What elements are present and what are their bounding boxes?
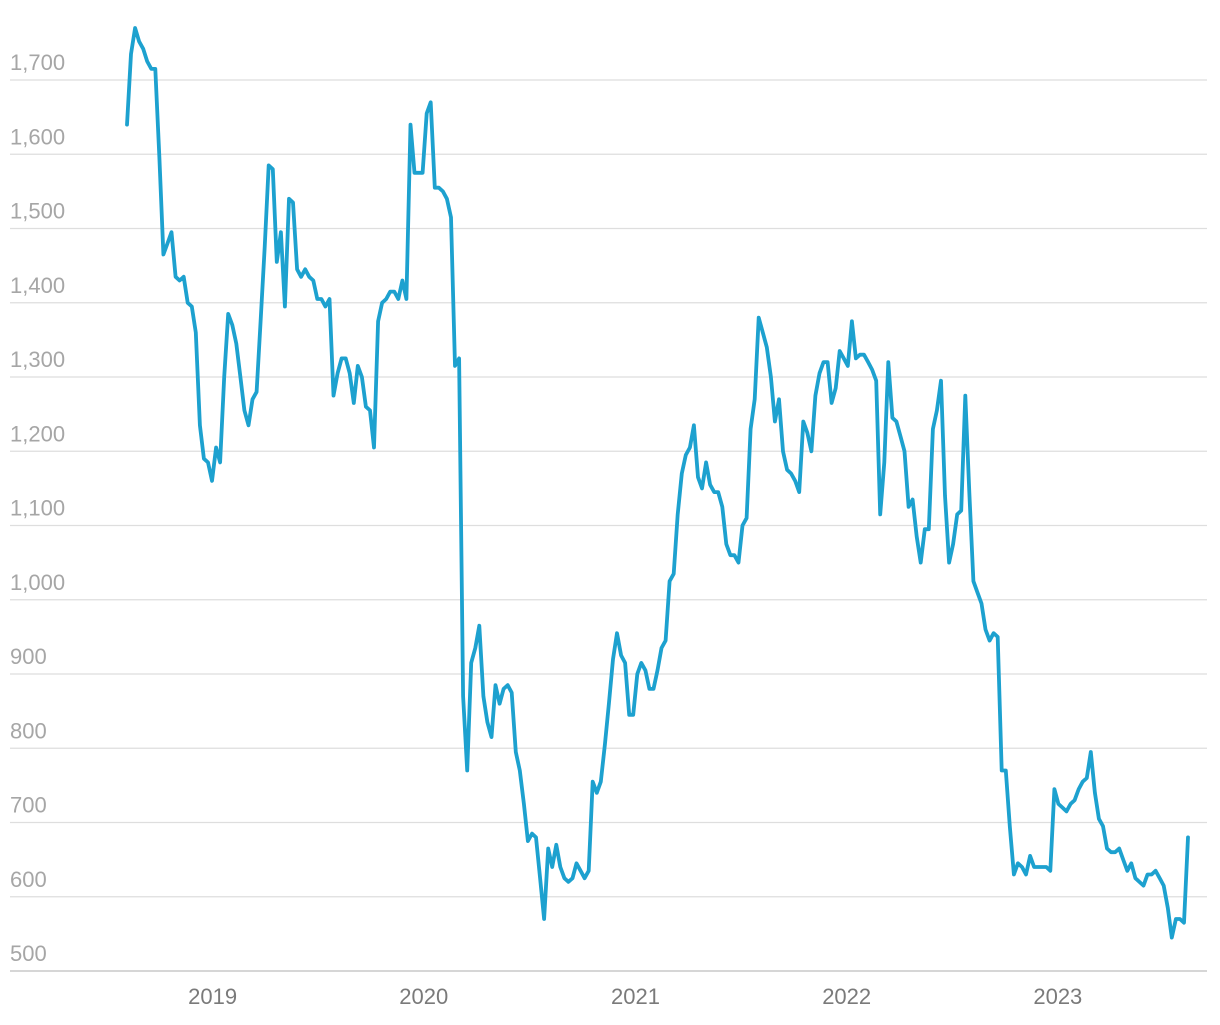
y-tick-label-1600: 1,600 [10, 124, 65, 149]
y-tick-label-1300: 1,300 [10, 347, 65, 372]
x-tick-label-2023: 2023 [1033, 984, 1082, 1009]
y-tick-label-1400: 1,400 [10, 273, 65, 298]
x-tick-label-2020: 2020 [399, 984, 448, 1009]
y-tick-label-1000: 1,000 [10, 570, 65, 595]
y-axis-tick-labels: 500 600 700 800 900 1,000 1,100 1,200 1,300 1,400… [10, 50, 65, 966]
x-axis-tick-labels: 2019 2020 2021 2022 2023 [188, 984, 1082, 1009]
x-tick-label-2019: 2019 [188, 984, 237, 1009]
x-tick-label-2021: 2021 [611, 984, 660, 1009]
y-tick-label-900: 900 [10, 644, 47, 669]
x-tick-label-2022: 2022 [822, 984, 871, 1009]
y-tick-label-1200: 1,200 [10, 421, 65, 446]
y-tick-label-1100: 1,100 [10, 496, 65, 521]
gridlines [10, 79, 1207, 898]
series [125, 26, 1190, 940]
y-tick-label-800: 800 [10, 718, 47, 743]
series-line-0 [125, 26, 1190, 940]
y-tick-label-1700: 1,700 [10, 50, 65, 75]
y-tick-label-1500: 1,500 [10, 199, 65, 224]
y-tick-label-500: 500 [10, 941, 47, 966]
y-tick-label-600: 600 [10, 867, 47, 892]
y-tick-label-700: 700 [10, 793, 47, 818]
